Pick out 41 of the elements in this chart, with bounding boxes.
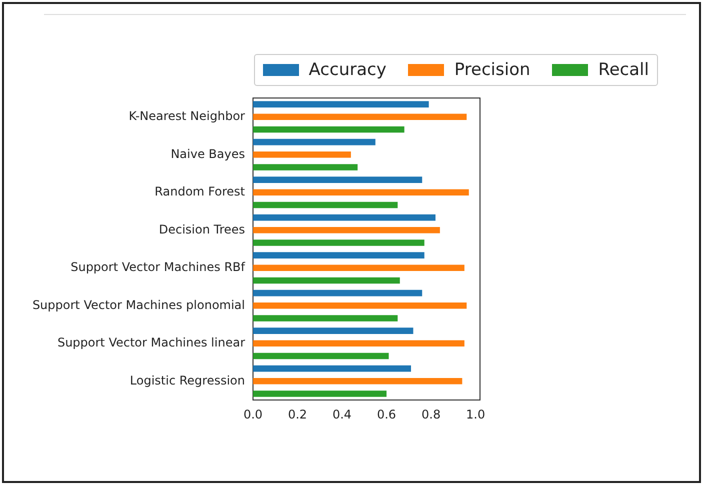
bar <box>253 378 462 384</box>
legend-label: Accuracy <box>308 60 386 80</box>
bar <box>253 151 351 158</box>
bar <box>253 264 464 272</box>
bar <box>253 114 467 120</box>
bar <box>253 202 398 208</box>
bar <box>253 214 436 221</box>
bar <box>253 390 387 397</box>
bar <box>253 302 467 309</box>
bar <box>253 352 389 360</box>
bar <box>253 189 469 196</box>
x-tick-label: 0.2 <box>288 407 308 422</box>
bar <box>253 176 422 183</box>
y-tick-label: Decision Trees <box>158 222 245 236</box>
bar <box>253 340 464 347</box>
legend-label: Precision <box>454 60 530 80</box>
bar <box>253 126 404 133</box>
y-tick-label: Support Vector Machines RBf <box>70 260 246 274</box>
y-tick-label: Naive Bayes <box>170 146 245 161</box>
bar <box>253 240 424 246</box>
bar <box>253 101 429 108</box>
x-tick-label: 1.0 <box>466 407 486 422</box>
y-tick-label: K-Nearest Neighbor <box>128 109 246 123</box>
bar <box>253 226 440 234</box>
bar <box>253 315 398 322</box>
y-tick-label: Random Forest <box>154 184 246 198</box>
y-tick-label: Support Vector Machines plonomial <box>32 298 245 312</box>
x-tick-label: 0.6 <box>376 407 396 422</box>
bar <box>253 252 424 258</box>
y-tick-label: Logistic Regression <box>130 373 245 388</box>
bar <box>253 328 414 334</box>
bar <box>253 290 422 296</box>
bar <box>253 365 412 372</box>
y-tick-label: Support Vector Machines linear <box>57 336 246 350</box>
bar <box>253 277 400 284</box>
x-tick-label: 0.4 <box>332 407 352 422</box>
x-tick-label: 0.8 <box>421 407 441 422</box>
x-tick-label: 0.0 <box>243 407 263 422</box>
bar <box>253 164 358 170</box>
bar <box>253 138 376 146</box>
legend-label: Recall <box>598 60 649 80</box>
